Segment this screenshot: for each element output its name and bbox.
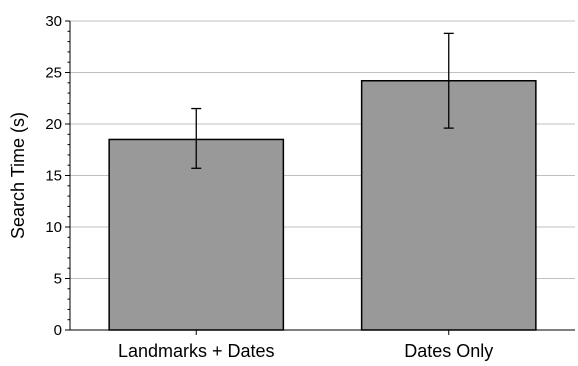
y-tick-label: 30	[45, 13, 62, 30]
x-category-labels: Landmarks + Dates Dates Only	[118, 330, 493, 361]
bars	[108, 32, 537, 331]
y-ticks: 0 5 10 15 20 25 30	[45, 13, 70, 339]
y-tick-label: 10	[45, 219, 62, 236]
y-tick-label: 25	[45, 65, 62, 82]
x-category-label: Landmarks + Dates	[118, 341, 275, 361]
x-category-label: Dates Only	[404, 341, 493, 361]
y-tick-label: 20	[45, 116, 62, 133]
y-tick-label: 0	[54, 322, 62, 339]
y-tick-label: 5	[54, 271, 62, 288]
y-tick-label: 15	[45, 168, 62, 185]
y-axis-title: Search Time (s)	[8, 112, 28, 239]
